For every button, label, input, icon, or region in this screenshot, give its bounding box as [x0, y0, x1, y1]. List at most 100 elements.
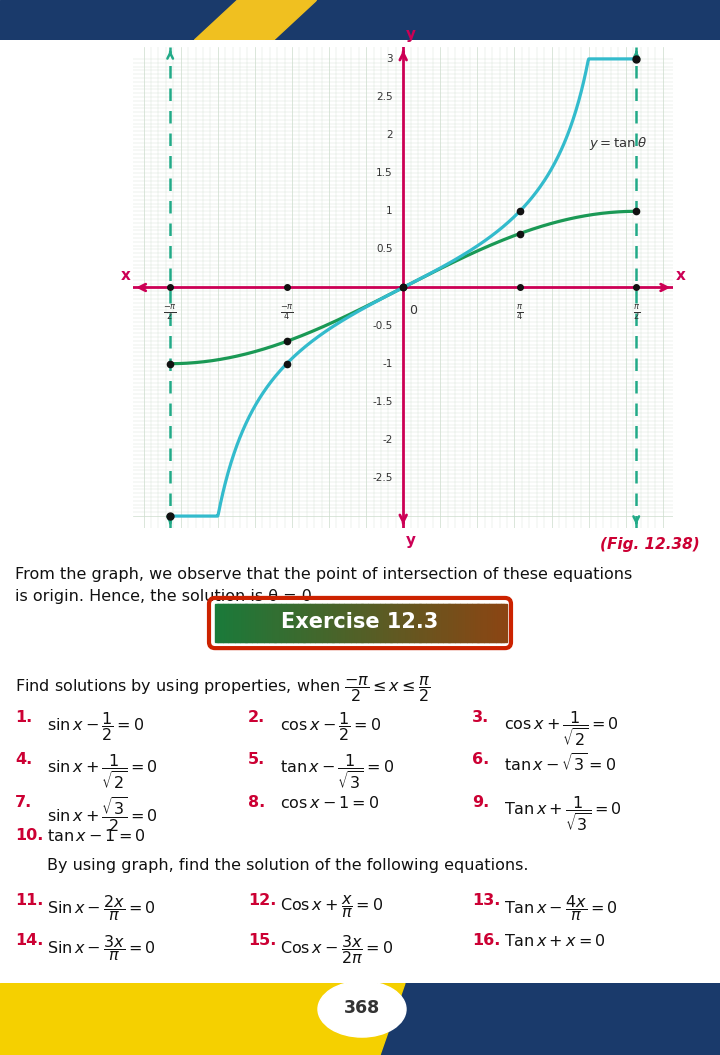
Bar: [353, 603, 356, 642]
Bar: [290, 603, 294, 642]
Bar: [486, 603, 490, 642]
Text: $\mathrm{Tan}\,x + x = 0$: $\mathrm{Tan}\,x + x = 0$: [504, 933, 606, 950]
Text: -1.5: -1.5: [372, 397, 393, 407]
Bar: [433, 603, 436, 642]
Text: Find solutions by using properties, when $\dfrac{-\pi}{2} \leq x \leq \dfrac{\pi: Find solutions by using properties, when…: [15, 674, 431, 704]
Bar: [420, 603, 424, 642]
Bar: [297, 603, 301, 642]
Bar: [346, 603, 349, 642]
Text: 5.: 5.: [248, 752, 265, 767]
Bar: [467, 603, 470, 642]
Bar: [430, 603, 434, 642]
Bar: [380, 983, 720, 1055]
Bar: [312, 603, 315, 642]
Bar: [300, 603, 304, 642]
Bar: [319, 603, 323, 642]
Text: $y = \tan\theta$: $y = \tan\theta$: [589, 135, 647, 152]
Bar: [360, 603, 364, 642]
Bar: [333, 603, 338, 642]
Bar: [317, 0, 720, 40]
Bar: [287, 603, 292, 642]
Bar: [449, 603, 454, 642]
Bar: [365, 603, 369, 642]
Bar: [481, 603, 485, 642]
Ellipse shape: [318, 981, 406, 1037]
Bar: [462, 603, 465, 642]
Bar: [498, 603, 502, 642]
Bar: [415, 603, 420, 642]
Bar: [336, 603, 340, 642]
Text: 8.: 8.: [248, 794, 265, 809]
Bar: [264, 603, 267, 642]
Bar: [399, 603, 402, 642]
Text: 2.5: 2.5: [376, 92, 393, 102]
Text: x: x: [675, 268, 685, 283]
Text: $\sin x + \dfrac{1}{\sqrt{2}} = 0$: $\sin x + \dfrac{1}{\sqrt{2}} = 0$: [47, 752, 158, 791]
Bar: [249, 603, 253, 642]
Text: $\cos x + \dfrac{1}{\sqrt{2}} = 0$: $\cos x + \dfrac{1}{\sqrt{2}} = 0$: [504, 710, 619, 749]
Bar: [490, 603, 495, 642]
Text: -1: -1: [382, 359, 393, 368]
Bar: [358, 603, 361, 642]
Text: y: y: [405, 27, 415, 42]
Bar: [437, 603, 441, 642]
Bar: [244, 603, 248, 642]
Bar: [403, 603, 408, 642]
Bar: [428, 603, 431, 642]
Bar: [447, 603, 451, 642]
Bar: [294, 603, 299, 642]
Text: $\cos x - 1 = 0$: $\cos x - 1 = 0$: [280, 794, 379, 810]
Text: 14.: 14.: [15, 933, 43, 948]
Bar: [285, 603, 289, 642]
Bar: [348, 603, 352, 642]
Bar: [217, 603, 221, 642]
Text: $\sin x - \dfrac{1}{2} = 0$: $\sin x - \dfrac{1}{2} = 0$: [47, 710, 145, 744]
Bar: [442, 603, 446, 642]
Bar: [369, 603, 374, 642]
Bar: [253, 603, 258, 642]
Text: $\mathrm{Sin}\,x - \dfrac{2x}{\pi} = 0$: $\mathrm{Sin}\,x - \dfrac{2x}{\pi} = 0$: [47, 893, 156, 923]
Text: 4.: 4.: [15, 752, 32, 767]
Bar: [324, 603, 328, 642]
Bar: [237, 603, 240, 642]
Text: $\tan x - 1 = 0$: $\tan x - 1 = 0$: [47, 828, 145, 844]
Text: $\frac{\pi}{2}$: $\frac{\pi}{2}$: [633, 304, 640, 323]
Bar: [478, 603, 482, 642]
Bar: [384, 603, 388, 642]
Text: $\mathrm{Cos}\,x + \dfrac{x}{\pi} = 0$: $\mathrm{Cos}\,x + \dfrac{x}{\pi} = 0$: [280, 893, 383, 920]
Bar: [305, 603, 308, 642]
Text: $\tan x - \dfrac{1}{\sqrt{3}} = 0$: $\tan x - \dfrac{1}{\sqrt{3}} = 0$: [280, 752, 395, 791]
Bar: [314, 603, 318, 642]
Bar: [495, 603, 499, 642]
Bar: [222, 603, 226, 642]
Bar: [268, 603, 272, 642]
Text: 1: 1: [386, 207, 393, 216]
Bar: [396, 603, 400, 642]
Bar: [232, 603, 236, 642]
Bar: [351, 603, 354, 642]
Bar: [382, 603, 386, 642]
Bar: [343, 603, 347, 642]
Bar: [239, 603, 243, 642]
Bar: [321, 603, 325, 642]
Bar: [273, 603, 277, 642]
Bar: [488, 603, 492, 642]
Text: is origin. Hence, the solution is θ = 0: is origin. Hence, the solution is θ = 0: [15, 589, 312, 603]
Text: -0.5: -0.5: [372, 321, 393, 330]
Bar: [276, 603, 279, 642]
Bar: [464, 603, 468, 642]
Bar: [338, 603, 342, 642]
Bar: [426, 603, 429, 642]
Text: 0: 0: [410, 304, 418, 318]
Bar: [331, 603, 335, 642]
Text: By using graph, find the solution of the following equations.: By using graph, find the solution of the…: [47, 858, 528, 872]
Bar: [317, 603, 320, 642]
Bar: [326, 603, 330, 642]
Bar: [266, 603, 270, 642]
Bar: [459, 603, 463, 642]
Bar: [408, 603, 413, 642]
Polygon shape: [330, 983, 405, 1055]
Bar: [251, 603, 255, 642]
Bar: [444, 603, 449, 642]
Bar: [283, 603, 287, 642]
